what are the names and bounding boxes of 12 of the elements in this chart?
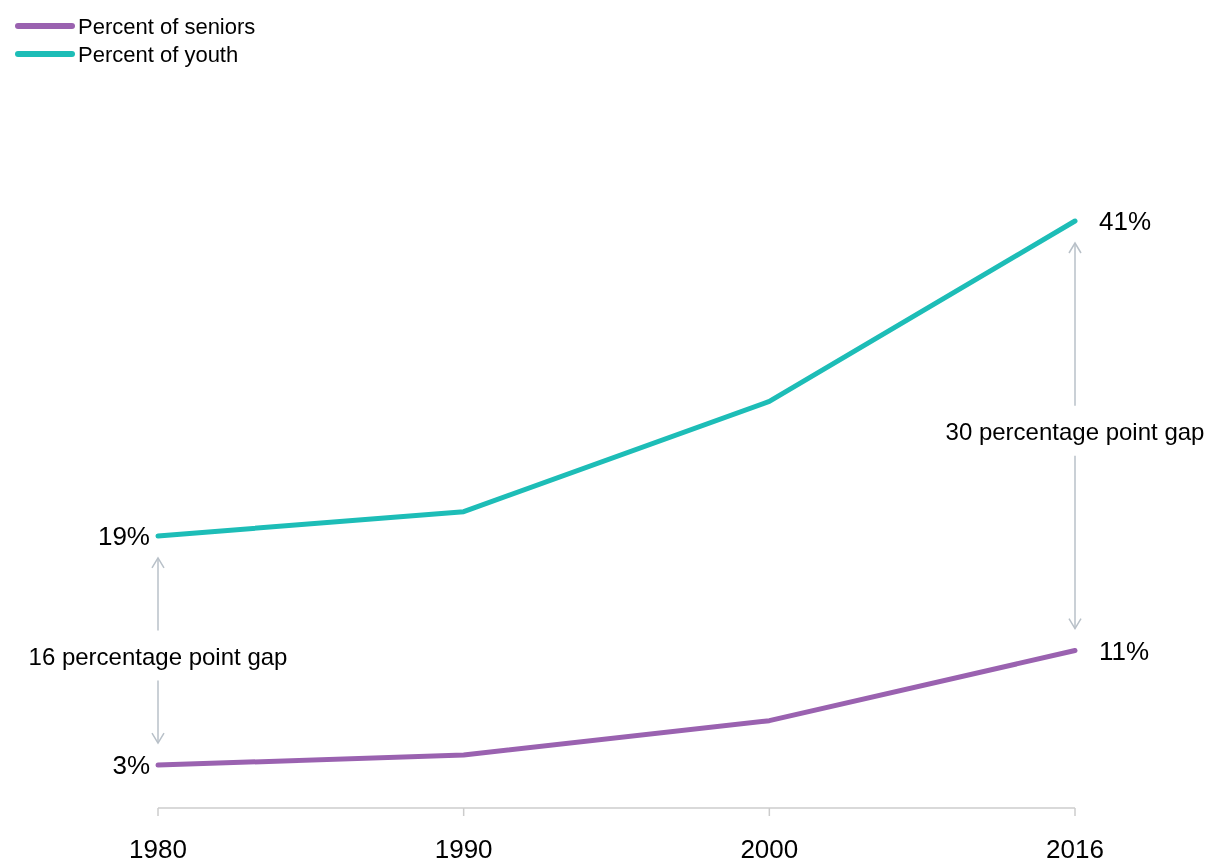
x-tick-label: 2016: [1046, 834, 1104, 864]
x-tick-label: 2000: [740, 834, 799, 864]
data-label: 11%: [1099, 635, 1150, 666]
legend-label: Percent of youth: [78, 42, 239, 67]
x-tick-label: 1980: [129, 834, 187, 864]
annotation: 16 percentage point gap: [28, 642, 288, 670]
x-tick-label: 1990: [434, 834, 493, 864]
data-label: 41%: [1099, 206, 1152, 236]
data-label: 3%: [112, 750, 150, 781]
annotation: 30 percentage point gap: [945, 417, 1205, 445]
legend-label: Percent of seniors: [78, 14, 256, 39]
data-label: 19%: [97, 520, 150, 551]
